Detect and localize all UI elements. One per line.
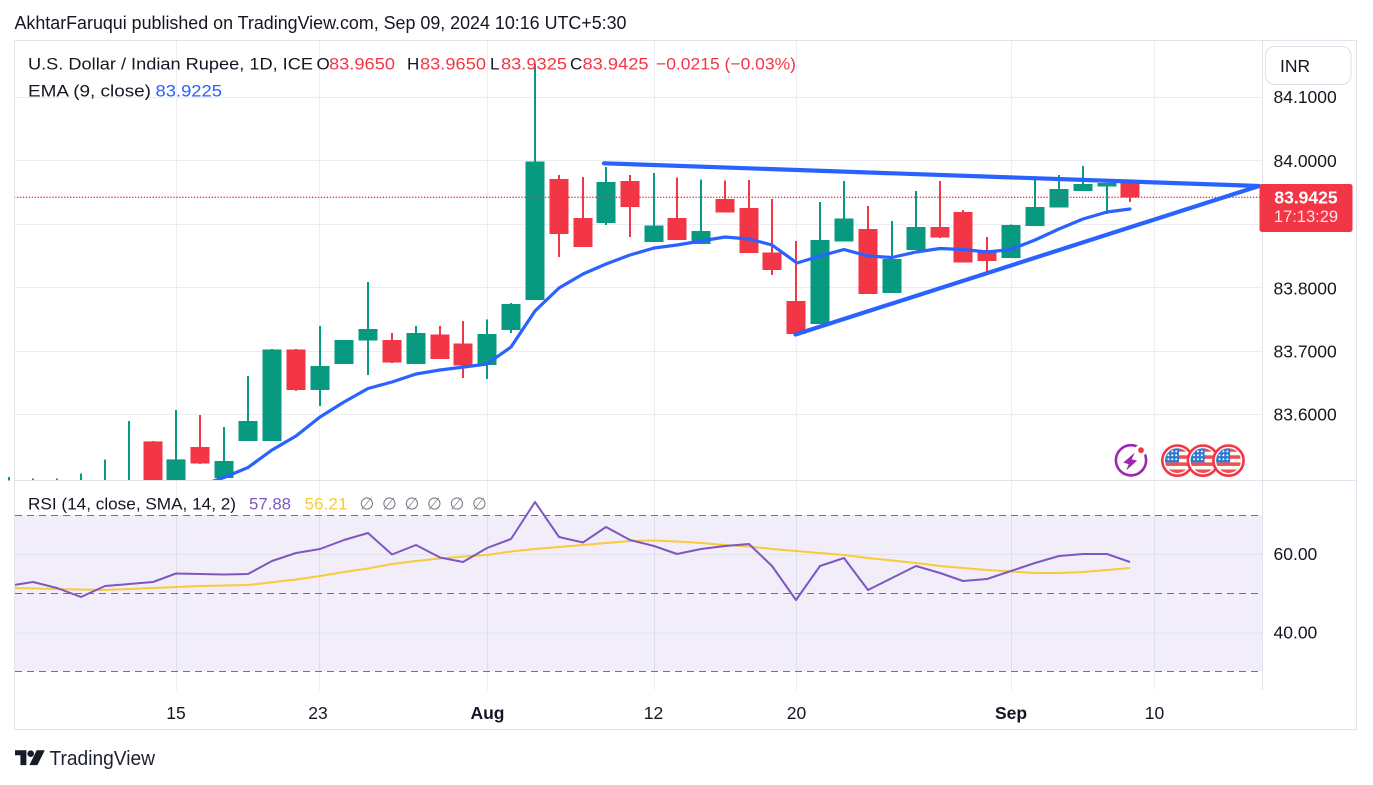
svg-text:20: 20 — [787, 703, 807, 723]
svg-text:60.00: 60.00 — [1274, 544, 1318, 564]
svg-text:17:13:29: 17:13:29 — [1274, 208, 1338, 226]
svg-text:83.9225: 83.9225 — [156, 82, 223, 101]
svg-text:83.9325: 83.9325 — [501, 55, 567, 74]
svg-text:40.00: 40.00 — [1274, 623, 1318, 643]
svg-text:83.7000: 83.7000 — [1274, 342, 1338, 362]
svg-text:L: L — [490, 55, 499, 74]
svg-text:RSI (14, close, SMA, 14, 2): RSI (14, close, SMA, 14, 2) — [28, 495, 236, 514]
svg-text:Sep: Sep — [995, 703, 1027, 723]
svg-text:83.8000: 83.8000 — [1274, 279, 1338, 299]
svg-text:U.S. Dollar / Indian Rupee, 1D: U.S. Dollar / Indian Rupee, 1D, ICE — [28, 55, 313, 74]
svg-text:83.6000: 83.6000 — [1274, 405, 1338, 425]
svg-text:∅: ∅ — [427, 495, 442, 514]
svg-text:83.9650: 83.9650 — [329, 55, 395, 74]
svg-text:84.0000: 84.0000 — [1274, 151, 1338, 171]
svg-text:56.21: 56.21 — [305, 495, 348, 514]
svg-text:∅: ∅ — [450, 495, 465, 514]
svg-text:H: H — [407, 55, 419, 74]
svg-text:84.1000: 84.1000 — [1274, 87, 1338, 107]
svg-text:Aug: Aug — [470, 703, 504, 723]
svg-text:83.9650: 83.9650 — [420, 55, 486, 74]
svg-text:23: 23 — [308, 703, 327, 723]
svg-text:∅: ∅ — [405, 495, 420, 514]
svg-text:57.88: 57.88 — [249, 495, 291, 514]
svg-text:83.9425: 83.9425 — [583, 55, 649, 74]
svg-text:∅: ∅ — [472, 495, 487, 514]
svg-text:83.9425: 83.9425 — [1274, 188, 1338, 208]
svg-text:12: 12 — [644, 703, 663, 723]
svg-text:INR: INR — [1280, 56, 1310, 76]
svg-text:AkhtarFaruqui published on Tra: AkhtarFaruqui published on TradingView.c… — [15, 13, 627, 33]
svg-text:15: 15 — [166, 703, 185, 723]
svg-text:−0.0215 (−0.03%): −0.0215 (−0.03%) — [656, 55, 796, 74]
svg-text:EMA (9, close): EMA (9, close) — [28, 82, 151, 101]
svg-text:∅: ∅ — [382, 495, 397, 514]
svg-text:TradingView: TradingView — [50, 748, 156, 770]
svg-text:10: 10 — [1145, 703, 1165, 723]
svg-text:O: O — [317, 55, 330, 74]
svg-text:∅: ∅ — [360, 495, 375, 514]
svg-text:C: C — [570, 55, 582, 74]
